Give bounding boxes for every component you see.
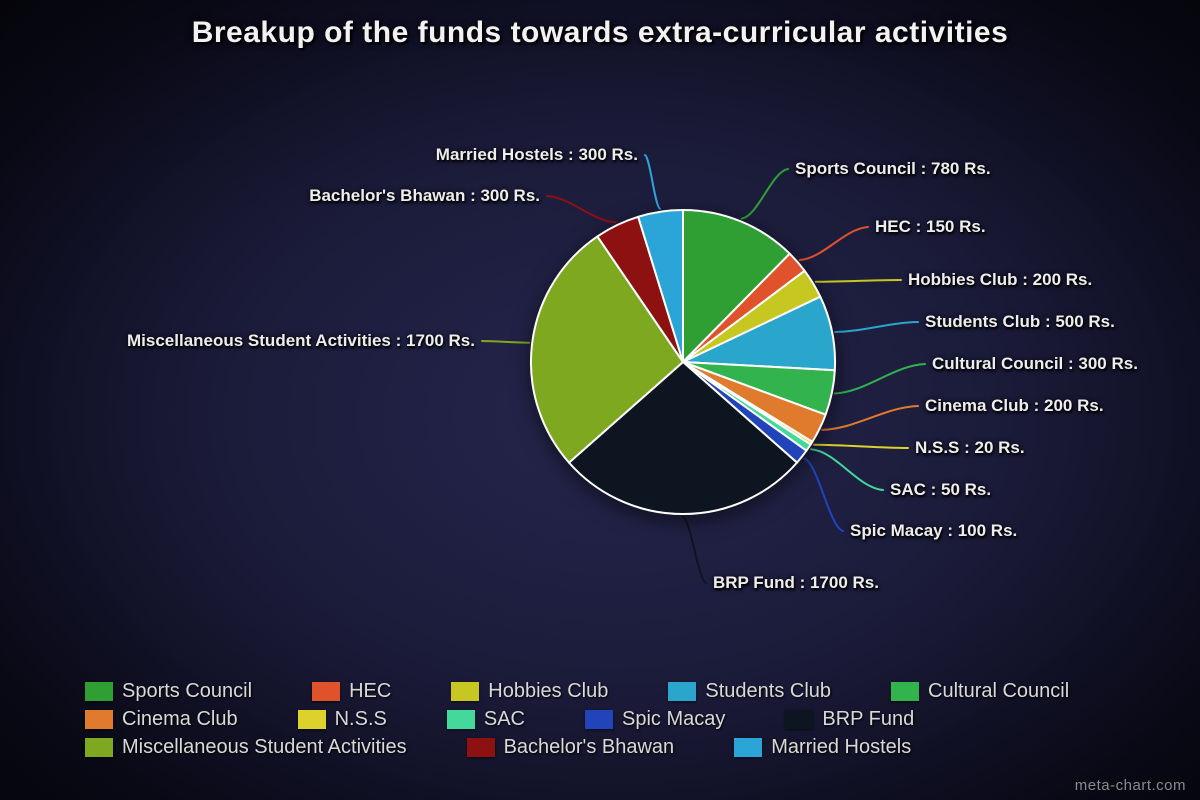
pie-slices <box>529 209 837 516</box>
legend-swatch-married-hostels <box>734 737 763 757</box>
leader-line-n-s-s <box>813 443 909 449</box>
legend-item-miscellaneous-student-activities: Miscellaneous Student Activities <box>85 736 407 759</box>
legend-label: Cultural Council <box>928 679 1070 702</box>
legend-item-hobbies-club: Hobbies Club <box>451 680 608 703</box>
legend-label: Miscellaneous Student Activities <box>122 735 407 758</box>
legend-swatch-hec <box>312 681 341 701</box>
slice-callout-spic-macay: Spic Macay : 100 Rs. <box>850 521 1018 540</box>
legend-swatch-spic-macay <box>584 709 613 729</box>
slice-callout-miscellaneous-student-activities: Miscellaneous Student Activities : 1700 … <box>127 331 475 350</box>
legend-label: Cinema Club <box>122 707 238 730</box>
pie-slice-married-hostels <box>637 209 684 363</box>
leader-line-brp-fund <box>682 516 707 584</box>
leader-line-students-club <box>834 321 919 333</box>
legend-row: Sports Council HEC Hobbies Club Students Cl… <box>85 677 1069 705</box>
legend-swatch-sac <box>446 709 475 729</box>
legend-row: Cinema Club N.S.S SAC Spic Macay BRP Fund <box>85 705 1069 733</box>
leader-line-hec <box>798 226 869 261</box>
slice-callout-sports-council: Sports Council : 780 Rs. <box>795 159 991 178</box>
legend-label: Sports Council <box>122 679 253 702</box>
slice-callout-hobbies-club: Hobbies Club : 200 Rs. <box>908 270 1093 289</box>
legend-swatch-cultural-council <box>891 681 920 701</box>
legend-item-sports-council: Sports Council <box>85 680 252 703</box>
legend-swatch-bachelor-s-bhawan <box>466 737 495 757</box>
legend-label: Married Hostels <box>771 735 912 758</box>
legend-item-students-club: Students Club <box>668 680 831 703</box>
leader-line-miscellaneous-student-activities <box>481 340 531 344</box>
legend-label: HEC <box>349 679 392 702</box>
legend-item-cultural-council: Cultural Council <box>891 680 1069 703</box>
pie-slice-sports-council <box>682 209 791 363</box>
legend-label: BRP Fund <box>822 707 915 730</box>
legend-swatch-brp-fund <box>785 709 814 729</box>
slice-callout-cultural-council: Cultural Council : 300 Rs. <box>932 354 1138 373</box>
slice-callout-bachelor-s-bhawan: Bachelor's Bhawan : 300 Rs. <box>309 186 540 205</box>
legend-label: Hobbies Club <box>488 679 609 702</box>
legend: Sports Council HEC Hobbies Club Students Cl… <box>85 677 1069 761</box>
slice-callout-married-hostels: Married Hostels : 300 Rs. <box>435 145 638 164</box>
slice-callout-students-club: Students Club : 500 Rs. <box>925 312 1115 331</box>
leader-line-hobbies-club <box>814 279 902 283</box>
leader-line-married-hostels <box>644 154 661 210</box>
legend-label: Spic Macay <box>621 707 726 730</box>
legend-item-cinema-club: Cinema Club <box>85 708 238 731</box>
slice-callout-brp-fund: BRP Fund : 1700 Rs. <box>713 573 879 592</box>
slice-callout-n-s-s: N.S.S : 20 Rs. <box>915 438 1025 457</box>
slice-callout-cinema-club: Cinema Club : 200 Rs. <box>925 396 1104 415</box>
legend-item-bachelor-s-bhawan: Bachelor's Bhawan <box>466 735 675 759</box>
legend-swatch-hobbies-club <box>451 681 480 701</box>
legend-swatch-n-s-s <box>297 709 326 729</box>
legend-swatch-students-club <box>668 681 697 701</box>
leader-lines <box>481 154 926 584</box>
legend-swatch-miscellaneous-student-activities <box>85 737 113 757</box>
legend-label: Students Club <box>705 679 832 702</box>
legend-label: SAC <box>483 707 525 730</box>
legend-swatch-cinema-club <box>85 709 113 729</box>
legend-swatch-sports-council <box>85 681 113 701</box>
pie-slice-brp-fund <box>568 361 798 516</box>
leader-line-spic-macay <box>803 457 844 532</box>
leader-line-sac <box>810 448 884 491</box>
legend-item-sac: SAC <box>446 707 525 731</box>
leader-line-cultural-council <box>833 363 926 395</box>
legend-row: Miscellaneous Student Activities Bachelor… <box>85 733 1069 761</box>
legend-label: Bachelor's Bhawan <box>503 735 675 758</box>
pie-slice-miscellaneous-student-activities <box>529 235 684 464</box>
legend-item-spic-macay: Spic Macay <box>584 707 726 731</box>
slice-callout-sac: SAC : 50 Rs. <box>890 480 992 499</box>
leader-line-cinema-club <box>821 405 919 431</box>
leader-line-sports-council <box>740 168 789 220</box>
slice-callout-hec: HEC : 150 Rs. <box>875 217 986 236</box>
legend-label: N.S.S <box>334 707 387 730</box>
chart-title: Breakup of the funds towards extra-curri… <box>191 16 1009 49</box>
legend-item-hec: HEC <box>312 680 391 703</box>
legend-item-married-hostels: Married Hostels <box>734 736 911 759</box>
watermark: meta-chart.com <box>1074 777 1186 794</box>
legend-item-n-s-s: N.S.S <box>297 707 387 731</box>
leader-line-bachelor-s-bhawan <box>546 195 617 224</box>
legend-item-brp-fund: BRP Fund <box>785 708 914 731</box>
